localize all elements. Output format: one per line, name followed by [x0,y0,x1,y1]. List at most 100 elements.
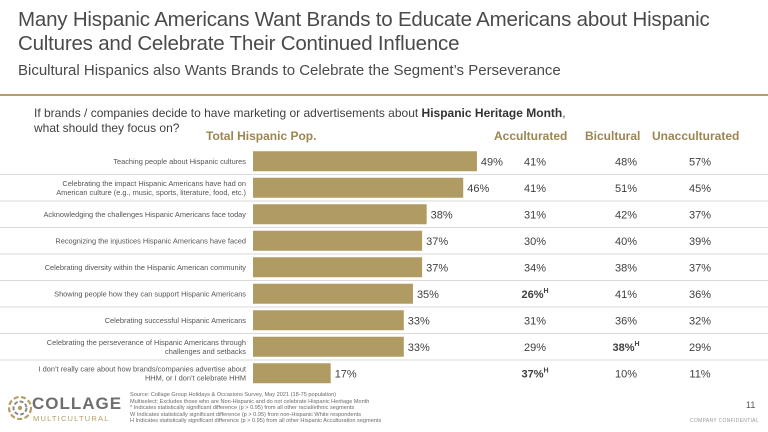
bicultural-value: 38%H [612,341,639,354]
collage-logo-icon [7,395,33,421]
significance-marker: H [543,367,548,374]
bicultural-value-number: 10% [615,368,637,380]
logo-subtitle: MULTICULTURAL [33,414,110,423]
unacculturated-value-number: 29% [689,342,711,354]
question-suffix: , what should they focus on? [34,106,566,135]
logo-wordmark: COLLAGE [32,394,123,413]
category-label: Recognizing the injustices Hispanic Amer… [55,236,246,245]
source-notes: Source: Collage Group Holidays & Occasio… [130,392,610,425]
header-unacculturated: Unacculturated [652,129,740,143]
unacculturated-value: 37% [689,262,711,274]
unacculturated-value: 39% [689,236,711,248]
category-label: Celebrating the impact Hispanic American… [56,179,246,197]
bicultural-value-number: 42% [615,209,637,221]
source-line: W Indicates statistically significant di… [130,411,362,418]
bicultural-value-number: 38% [612,342,634,354]
bicultural-value-number: 36% [615,315,637,327]
survey-question: If brands / companies decide to have mar… [34,106,594,136]
unacculturated-value-number: 11% [689,368,710,380]
acculturated-value-number: 30% [524,236,546,248]
unacculturated-value: 45% [689,183,711,195]
bicultural-value-number: 51% [615,183,637,195]
acculturated-value-number: 37% [521,368,543,380]
header-bicultural: Bicultural [585,129,641,143]
acculturated-value: 41% [524,183,546,195]
page-subtitle: Bicultural Hispanics also Wants Brands t… [18,62,561,79]
unacculturated-value: 32% [689,315,711,327]
category-label-line: Celebrating successful Hispanic American… [105,316,247,325]
acculturated-value: 34% [524,262,546,274]
category-label-line: Celebrating the perseverance of Hispanic… [47,338,246,347]
header-acculturated: Acculturated [494,129,568,143]
question-prefix: If brands / companies decide to have mar… [34,106,422,120]
category-label: Showing people how they can support Hisp… [54,289,246,298]
bar-value-label: 46% [467,183,489,195]
significance-marker: H [543,288,548,295]
bar-value-label: 37% [426,236,448,248]
category-label-line: Acknowledging the challenges Hispanic Am… [43,210,246,219]
acculturated-value: 31% [524,315,546,327]
category-label-line: Celebrating the impact Hispanic American… [62,179,246,188]
page-title: Many Hispanic Americans Want Brands to E… [18,8,710,55]
source-line: H Indicates statistically significant di… [130,418,382,425]
acculturated-value-number: 26% [521,289,543,301]
acculturated-value: 41% [524,156,546,168]
unacculturated-value: 57% [689,156,711,168]
unacculturated-value-number: 57% [689,156,711,168]
question-bold: Hispanic Heritage Month [421,106,563,120]
bar [253,283,413,304]
bicultural-value: 41% [615,289,637,301]
unacculturated-value: 11% [689,368,710,380]
bicultural-value-number: 48% [615,156,637,168]
bar-value-label: 35% [417,289,439,301]
acculturated-value-number: 31% [524,315,546,327]
acculturated-value-number: 29% [524,342,546,354]
bar-value-label: 33% [408,342,430,354]
header-total-hispanic: Total Hispanic Pop. [206,129,317,143]
acculturated-value: 37%H [521,367,548,380]
category-label-line: Recognizing the injustices Hispanic Amer… [55,236,246,245]
category-label-line: I don’t really care about how brands/com… [39,364,246,373]
unacculturated-value-number: 36% [689,289,711,301]
acculturated-value-number: 41% [524,183,546,195]
bar [253,177,464,198]
category-label: Teaching people about Hispanic cultures [113,157,246,166]
unacculturated-value-number: 32% [689,315,711,327]
bicultural-value: 48% [615,156,637,168]
bar-value-label: 17% [335,368,357,380]
unacculturated-value-number: 45% [689,183,711,195]
bar-value-label: 49% [481,156,503,168]
unacculturated-value: 29% [689,342,711,354]
bicultural-value-number: 41% [615,289,637,301]
bar [253,257,423,278]
category-label-line: HHM, or I don’t celebrate HHM [145,373,246,382]
acculturated-value: 26%H [521,288,548,301]
unacculturated-value: 36% [689,289,711,301]
acculturated-value: 29% [524,342,546,354]
bar [253,151,477,172]
bicultural-value-number: 38% [615,262,637,274]
bicultural-value: 10% [615,368,637,380]
category-label: Acknowledging the challenges Hispanic Am… [43,210,246,219]
unacculturated-value-number: 39% [689,236,711,248]
acculturated-value: 31% [524,209,546,221]
category-label: I don’t really care about how brands/com… [39,364,246,382]
bicultural-value: 38% [615,262,637,274]
category-label-line: Celebrating diversity within the Hispani… [45,263,247,272]
bar-value-label: 33% [408,315,430,327]
bicultural-value: 40% [615,236,637,248]
category-label: Celebrating successful Hispanic American… [105,316,247,325]
acculturated-value-number: 31% [524,209,546,221]
bar [253,363,331,384]
confidential-label: COMPANY CONFIDENTIAL [690,418,759,424]
category-label: Celebrating the perseverance of Hispanic… [47,338,247,356]
unacculturated-value-number: 37% [689,262,711,274]
unacculturated-value: 37% [689,209,711,221]
significance-marker: H [634,341,639,348]
category-label-line: American culture (e.g., music, sports, l… [56,188,246,197]
bar-value-label: 38% [431,209,453,221]
bar-chart: Teaching people about Hispanic cultures 4… [0,151,768,384]
source-line: Source: Collage Group Holidays & Occasio… [130,392,337,398]
source-line: * Indicates statistically significant di… [130,405,355,412]
bar [253,336,404,357]
